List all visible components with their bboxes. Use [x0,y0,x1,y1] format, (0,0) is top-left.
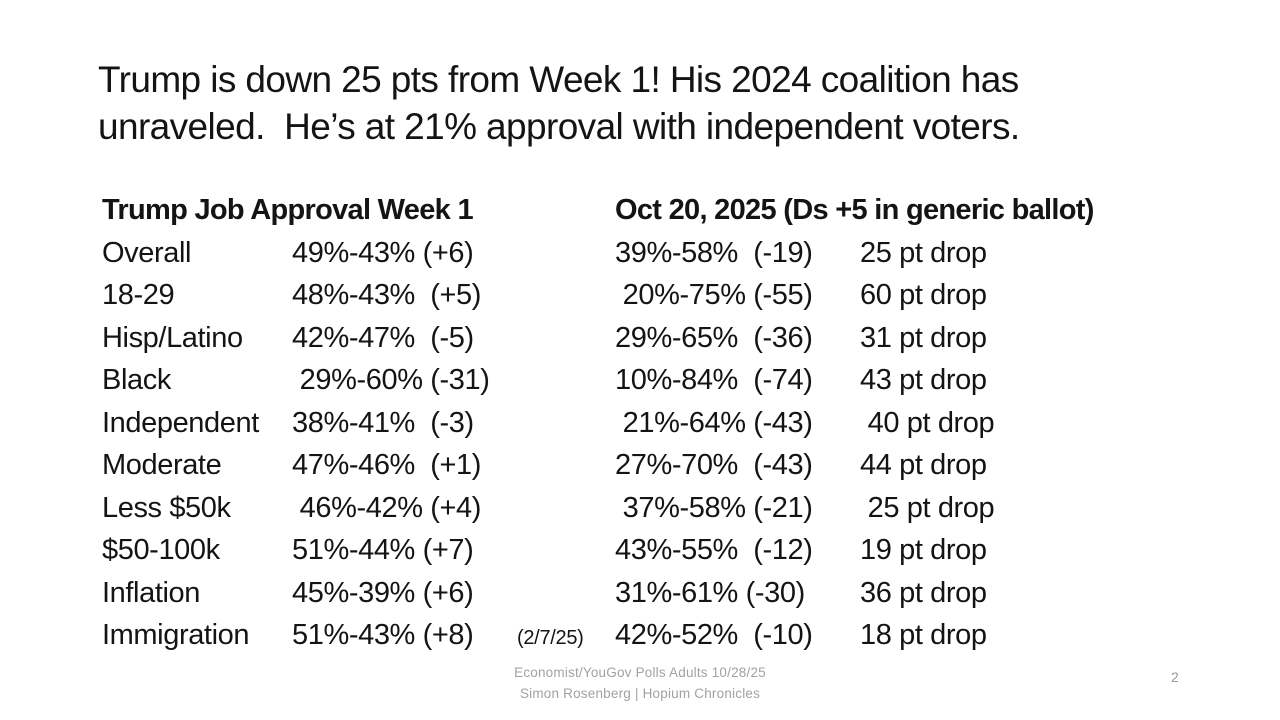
table-row-less-50k: Less $50k 46%-42% (+4) 37%-58% (-21) 25 … [102,487,1080,530]
oct20-value: 21%-64% (-43) [615,406,813,439]
footer-author-line: Simon Rosenberg | Hopium Chronicles [519,685,761,701]
oct20-value: 27%-70% (-43) [615,449,813,481]
week1-value: 29%-60% (-31) [292,364,490,396]
table-row-inflation: Inflation 45%-39% (+6) 31%-61% (-30) 36 … [102,572,1080,615]
approval-comparison-table: Trump Job Approval Week 1 Oct 20, 2025 (… [102,189,1094,660]
slide-footer: Economist/YouGov Polls Adults 10/28/25 S… [0,663,1280,704]
table-row-independent: Independent 38%-41% (-3) 21%-64% (-43) 4… [102,402,1080,445]
week1-value: 42%-47% (-5) [292,321,474,354]
row-label: Independent [102,406,259,439]
row-label: Moderate [102,449,222,481]
oct20-value: 42%-52% (-10) [615,619,813,651]
drop-value: 60 pt drop [860,279,987,311]
drop-value: 31 pt drop [860,321,987,354]
week1-value: 38%-41% (-3) [292,406,474,439]
week1-value: 49%-43% (+6) [292,236,474,269]
drop-value: 18 pt drop [860,619,987,651]
table-header-row: Trump Job Approval Week 1 Oct 20, 2025 (… [102,189,1094,232]
week1-value: 46%-42% (+4) [292,491,482,524]
drop-value: 25 pt drop [860,236,987,269]
week1-value: 47%-46% (+1) [292,449,482,481]
slide-title: Trump is down 25 pts from Week 1! His 20… [98,59,1020,147]
row-label: Hisp/Latino [102,321,243,354]
footer-source-line: Economist/YouGov Polls Adults 10/28/25 [514,665,766,680]
week1-value: 45%-39% (+6) [292,576,474,609]
week1-value: 51%-43% (+8) [292,619,474,651]
oct20-value: 43%-55% (-12) [615,534,813,566]
table-row-50-100k: $50-100k 51%-44% (+7) 43%-55% (-12) 19 p… [102,529,1080,572]
drop-value: 43 pt drop [860,364,987,396]
oct20-value: 37%-58% (-21) [615,491,813,524]
row-label: Less $50k [102,491,231,524]
row-label: Overall [102,236,192,269]
table-row-black: Black 29%-60% (-31) 10%-84% (-74) 43 pt … [102,359,1080,402]
table-row-immigration: Immigration 51%-43% (+8) (2/7/25) 42%-52… [102,614,1080,660]
drop-value: 19 pt drop [860,534,987,566]
oct20-column-header: Oct 20, 2025 (Ds +5 in generic ballot) [615,194,1094,226]
row-label: Inflation [102,576,200,609]
row-label: Black [102,364,171,396]
page-number: 2 [1171,669,1179,685]
oct20-value: 31%-61% (-30) [615,576,805,609]
row-label: Immigration [102,619,250,651]
week1-column-header: Trump Job Approval Week 1 [102,194,474,226]
drop-value: 44 pt drop [860,449,987,481]
week1-value: 51%-44% (+7) [292,534,474,566]
row-label: 18-29 [102,279,175,311]
week1-value: 48%-43% (+5) [292,279,482,311]
oct20-value: 20%-75% (-55) [615,279,813,311]
oct20-value: 29%-65% (-36) [615,321,813,354]
oct20-value: 39%-58% (-19) [615,236,813,269]
drop-value: 36 pt drop [860,576,987,609]
row-label: $50-100k [102,534,220,566]
table-row-moderate: Moderate 47%-46% (+1) 27%-70% (-43) 44 p… [102,444,1080,487]
oct20-value: 10%-84% (-74) [615,364,813,396]
drop-value: 25 pt drop [860,491,995,524]
week1-date-note: (2/7/25) [517,627,584,649]
drop-value: 40 pt drop [860,406,995,439]
table-row-18-29: 18-29 48%-43% (+5) 20%-75% (-55) 60 pt d… [102,274,1080,317]
table-row-hisp-latino: Hisp/Latino 42%-47% (-5) 29%-65% (-36) 3… [102,317,1080,360]
table-row-overall: Overall 49%-43% (+6) 39%-58% (-19) 25 pt… [102,232,1080,275]
